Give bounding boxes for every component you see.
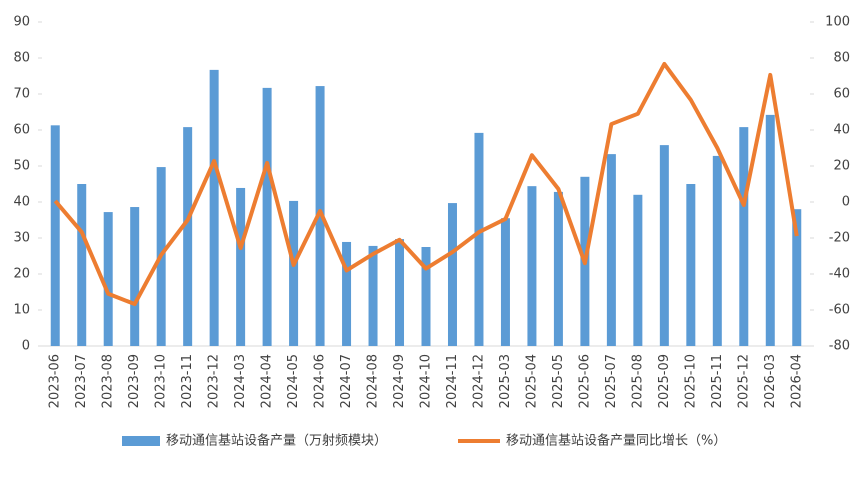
bar — [262, 87, 272, 346]
bar — [209, 69, 219, 346]
legend-label: 移动通信基站设备产量同比增长（%） — [506, 433, 726, 449]
y2-tick-label: 60 — [833, 87, 850, 102]
y2-tick-label: 40 — [833, 123, 850, 138]
y-tick-label: 30 — [13, 231, 30, 246]
x-tick-label: 2023-11 — [180, 354, 195, 408]
y2-tick-label: -20 — [829, 231, 850, 246]
bar — [527, 186, 537, 346]
bar — [236, 187, 246, 346]
y-tick-label: 50 — [13, 159, 30, 174]
line — [53, 61, 799, 307]
y-tick-label: 70 — [13, 87, 30, 102]
bar — [130, 207, 140, 346]
x-tick-label: 2024-04 — [260, 354, 275, 408]
y2-tick-label: 0 — [842, 195, 850, 210]
bar — [553, 191, 563, 346]
bar — [183, 127, 193, 347]
x-tick-label: 2023-06 — [48, 354, 63, 408]
bar — [447, 203, 457, 346]
x-tick-label: 2025-09 — [657, 354, 672, 408]
bar — [659, 145, 669, 346]
y-tick-label: 60 — [13, 123, 30, 138]
x-tick-label: 2024-09 — [392, 354, 407, 408]
y2-tick-label: 80 — [833, 51, 850, 66]
x-tick-label: 2024-11 — [445, 354, 460, 408]
x-tick-label: 2026-04 — [789, 354, 804, 408]
x-tick-label: 2023-09 — [127, 354, 142, 408]
y-tick-label: 0 — [22, 339, 30, 354]
y2-tick-label: -60 — [829, 303, 850, 318]
y2-tick-label: -40 — [829, 267, 850, 282]
bar — [712, 155, 722, 346]
bar — [289, 200, 299, 346]
x-tick-label: 2025-05 — [551, 354, 566, 408]
bar — [421, 247, 431, 346]
y-tick-label: 40 — [13, 195, 30, 210]
x-tick-label: 2025-07 — [604, 354, 619, 408]
y-tick-label: 80 — [13, 51, 30, 66]
x-tick-label: 2025-03 — [498, 354, 513, 408]
bar — [686, 184, 696, 346]
x-tick-label: 2023-12 — [207, 354, 222, 408]
y2-tick-label: 20 — [833, 159, 850, 174]
x-tick-label: 2024-07 — [339, 354, 354, 408]
bar — [792, 209, 802, 346]
x-tick-label: 2024-03 — [233, 354, 248, 408]
bar — [500, 218, 510, 346]
legend-label: 移动通信基站设备产量（万射频模块） — [166, 433, 387, 449]
bar — [50, 125, 60, 346]
x-tick-label: 2025-08 — [630, 354, 645, 408]
legend-swatch — [122, 436, 160, 446]
bar — [315, 86, 325, 346]
x-tick-label: 2023-10 — [154, 354, 169, 408]
x-tick-label: 2024-06 — [313, 354, 328, 408]
x-tick-label: 2025-06 — [577, 354, 592, 408]
y-tick-label: 10 — [13, 303, 30, 318]
x-tick-label: 2025-11 — [710, 354, 725, 408]
x-tick-label: 2025-12 — [736, 354, 751, 408]
y2-tick-label: 100 — [825, 15, 850, 30]
bar — [342, 241, 352, 346]
x-tick-label: 2023-08 — [101, 354, 116, 408]
x-tick-label: 2025-04 — [524, 354, 539, 408]
bar — [606, 154, 616, 346]
x-tick-label: 2024-08 — [366, 354, 381, 408]
y-tick-label: 20 — [13, 267, 30, 282]
bar — [765, 114, 775, 346]
x-tick-label: 2024-10 — [419, 354, 434, 408]
y2-tick-label: -80 — [829, 339, 850, 354]
y-tick-label: 90 — [13, 15, 30, 30]
bar — [633, 194, 643, 346]
x-tick-label: 2023-07 — [74, 354, 89, 408]
bar — [474, 132, 484, 346]
bar — [368, 245, 378, 346]
x-tick-label: 2024-05 — [286, 354, 301, 408]
bar — [77, 184, 87, 346]
bar — [395, 239, 405, 346]
bar — [103, 212, 113, 346]
bar — [739, 127, 749, 347]
x-tick-label: 2025-10 — [683, 354, 698, 408]
x-tick-label: 2026-03 — [763, 354, 778, 408]
x-tick-label: 2024-12 — [471, 354, 486, 408]
